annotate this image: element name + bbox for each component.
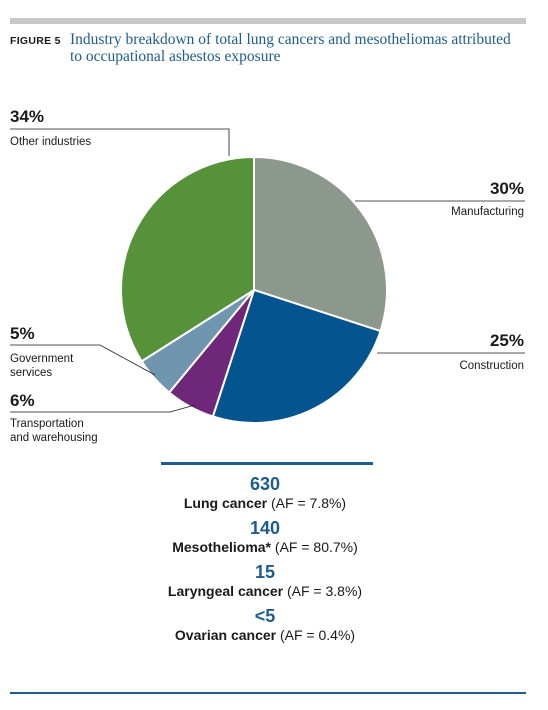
stat-name: Mesothelioma* xyxy=(172,539,272,555)
stat-value: 15 xyxy=(254,562,276,582)
stats-divider xyxy=(161,462,373,465)
pie-slices xyxy=(120,155,388,424)
pie-slice-other-industries xyxy=(120,155,255,363)
pie-slice-construction xyxy=(211,288,382,424)
pie-slice-manufacturing xyxy=(253,155,388,333)
leader-lines xyxy=(10,128,525,413)
stat-af: (AF = 80.7%) xyxy=(274,539,358,555)
leader-line-transportation xyxy=(10,404,196,413)
label-manufacturing: Manufacturing xyxy=(451,206,524,218)
stat-name: Laryngeal cancer xyxy=(167,583,284,599)
stat-name: Ovarian cancer xyxy=(174,627,277,643)
bottom-rule xyxy=(10,692,526,694)
label-transportation-and-warehousing: Transportation and warehousing xyxy=(10,418,98,444)
top-rule xyxy=(10,18,526,24)
stat-value: <5 xyxy=(254,606,276,626)
label-pct-transportation: 6% xyxy=(10,391,35,410)
leader-line-government-services xyxy=(10,344,156,376)
stat-af: (AF = 3.8%) xyxy=(286,583,363,599)
stat-af: (AF = 7.8%) xyxy=(271,495,347,511)
label-pct-other-industries: 34% xyxy=(10,107,44,126)
stats-block: 630 Lung cancer (AF = 7.8%) 140 Mesothel… xyxy=(0,474,530,650)
figure-label: FIGURE 5 xyxy=(10,35,61,47)
stat-name: Lung cancer xyxy=(183,495,268,511)
stat-value: 140 xyxy=(249,518,281,538)
label-pct-manufacturing: 30% xyxy=(490,179,524,198)
label-government-services: Government services xyxy=(10,353,76,379)
stat-value: 630 xyxy=(249,474,281,494)
pie-chart: 34% Other industries 30% Manufacturing 2… xyxy=(10,107,525,444)
stat-ovarian-cancer: <5 Ovarian cancer (AF = 0.4%) xyxy=(0,606,530,644)
stat-lung-cancer: 630 Lung cancer (AF = 7.8%) xyxy=(0,474,530,512)
label-pct-construction: 25% xyxy=(490,331,524,350)
label-construction: Construction xyxy=(459,360,524,372)
label-other-industries: Other industries xyxy=(10,136,91,148)
figure-title: Industry breakdown of total lung cancers… xyxy=(70,31,511,65)
label-pct-government-services: 5% xyxy=(10,324,35,343)
stat-af: (AF = 0.4%) xyxy=(279,627,356,643)
leader-line-other-industries xyxy=(10,128,230,156)
stat-laryngeal-cancer: 15 Laryngeal cancer (AF = 3.8%) xyxy=(0,562,530,600)
stat-mesothelioma: 140 Mesothelioma* (AF = 80.7%) xyxy=(0,518,530,556)
